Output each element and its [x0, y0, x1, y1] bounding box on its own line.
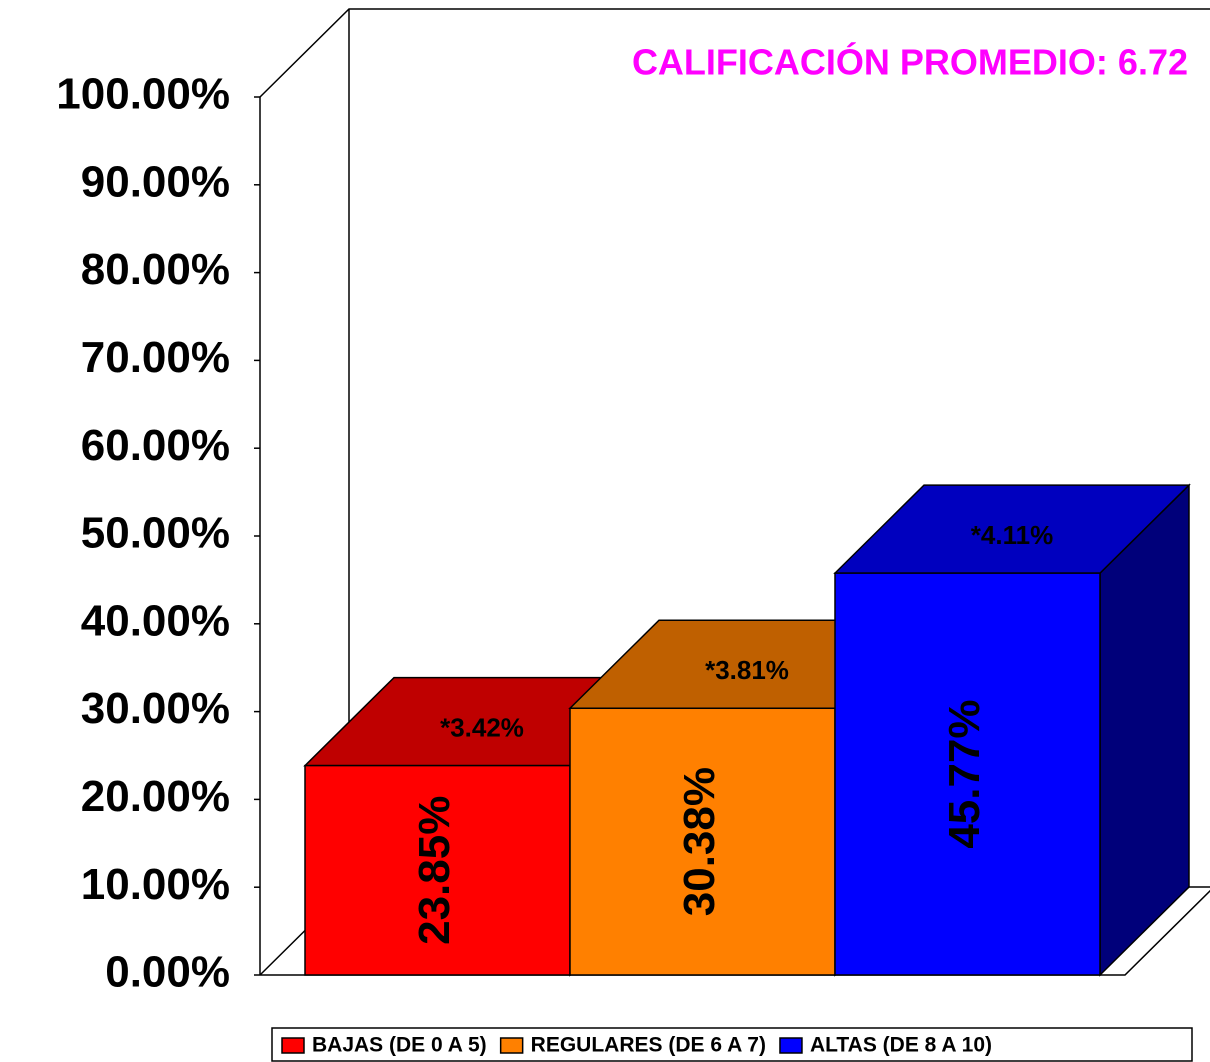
annotation: *3.81% — [705, 655, 789, 685]
y-tick-label: 100.00% — [56, 70, 230, 119]
y-tick-label: 0.00% — [105, 948, 230, 997]
y-tick-label: 90.00% — [81, 157, 230, 206]
y-tick-label: 60.00% — [81, 421, 230, 470]
bar-3d — [833, 483, 1191, 977]
annotation: *3.42% — [440, 712, 524, 742]
legend-swatch — [499, 1037, 524, 1054]
chart-title: CALIFICACIÓN PROMEDIO: 6.72 — [632, 41, 1188, 83]
bar — [569, 707, 836, 976]
y-tick-label: 20.00% — [81, 772, 230, 821]
bar — [834, 572, 1101, 976]
y-tick-label: 50.00% — [81, 509, 230, 558]
legend-label: BAJAS (DE 0 A 5) — [312, 1034, 487, 1057]
y-tick-label: 30.00% — [81, 684, 230, 733]
y-tick-label: 40.00% — [81, 596, 230, 645]
y-tick-label: 80.00% — [81, 245, 230, 294]
y-tick-label: 10.00% — [81, 860, 230, 909]
value-label: 30.38% — [675, 767, 724, 916]
legend-swatch — [779, 1037, 803, 1054]
legend-label: REGULARES (DE 6 A 7) — [531, 1034, 766, 1057]
legend-swatch — [281, 1037, 305, 1054]
legend-label: ALTAS (DE 8 A 10) — [810, 1034, 992, 1057]
annotation: *4.11% — [971, 520, 1053, 550]
bar — [304, 764, 571, 976]
legend-box — [271, 1027, 1193, 1062]
y-tick-label: 70.00% — [81, 333, 230, 382]
value-label: 23.85% — [410, 796, 459, 945]
value-label: 45.77% — [940, 699, 989, 848]
